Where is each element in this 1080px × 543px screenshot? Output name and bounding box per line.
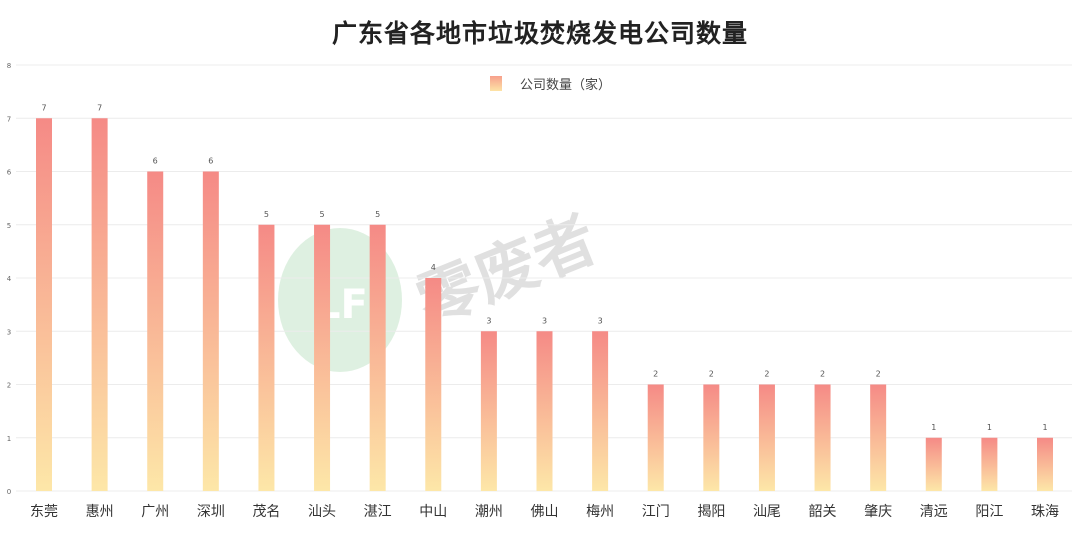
x-tick-label: 汕头 bbox=[308, 504, 336, 520]
data-label: 6 bbox=[153, 157, 158, 166]
x-tick-label: 湛江 bbox=[364, 504, 392, 520]
data-label: 7 bbox=[41, 103, 46, 112]
x-tick-label: 韶关 bbox=[809, 504, 837, 520]
data-label: 4 bbox=[431, 263, 436, 272]
data-label: 2 bbox=[709, 370, 714, 379]
data-label: 2 bbox=[764, 370, 769, 379]
x-tick-label: 广州 bbox=[141, 504, 169, 520]
data-label: 5 bbox=[320, 210, 325, 219]
bar[interactable] bbox=[536, 331, 553, 491]
data-label: 6 bbox=[208, 157, 213, 166]
x-tick-label: 江门 bbox=[642, 504, 670, 520]
data-label: 3 bbox=[598, 316, 603, 325]
bar[interactable] bbox=[314, 224, 331, 491]
data-label: 2 bbox=[653, 370, 658, 379]
data-label: 3 bbox=[486, 316, 491, 325]
chart-title: 广东省各地市垃圾焚烧发电公司数量 bbox=[331, 19, 748, 48]
y-tick-label: 0 bbox=[7, 488, 11, 496]
x-tick-label: 汕尾 bbox=[753, 504, 781, 520]
bar[interactable] bbox=[870, 384, 887, 492]
data-label: 5 bbox=[375, 210, 380, 219]
bar[interactable] bbox=[91, 118, 108, 491]
x-tick-label: 梅州 bbox=[586, 504, 614, 520]
legend-swatch bbox=[490, 75, 502, 91]
y-tick-label: 1 bbox=[7, 435, 11, 443]
y-tick-label: 2 bbox=[7, 382, 11, 390]
x-tick-label: 佛山 bbox=[531, 504, 559, 520]
x-tick-label: 肇庆 bbox=[864, 504, 892, 520]
bar[interactable] bbox=[647, 384, 664, 492]
y-tick-label: 8 bbox=[7, 62, 11, 70]
bar[interactable] bbox=[480, 331, 497, 491]
legend-label: 公司数量（家） bbox=[520, 77, 612, 93]
data-label: 2 bbox=[820, 370, 825, 379]
data-label: 2 bbox=[876, 370, 881, 379]
y-tick-label: 3 bbox=[7, 328, 11, 336]
y-tick-label: 6 bbox=[7, 169, 12, 177]
data-label: 1 bbox=[987, 423, 992, 432]
bar[interactable] bbox=[1037, 437, 1053, 491]
data-label: 1 bbox=[931, 423, 936, 432]
x-tick-label: 惠州 bbox=[86, 504, 114, 520]
bar[interactable] bbox=[36, 118, 52, 491]
bar[interactable] bbox=[925, 437, 942, 491]
bar[interactable] bbox=[981, 437, 998, 491]
x-tick-label: 中山 bbox=[419, 504, 447, 520]
x-tick-label: 揭阳 bbox=[697, 504, 725, 520]
legend[interactable]: 公司数量（家） bbox=[490, 74, 612, 93]
x-tick-label: 阳江 bbox=[975, 504, 1003, 520]
bar[interactable] bbox=[425, 278, 442, 491]
bar[interactable] bbox=[814, 384, 831, 492]
data-label: 3 bbox=[542, 316, 547, 325]
x-tick-label: 潮州 bbox=[475, 504, 503, 520]
data-label: 7 bbox=[97, 103, 102, 112]
bar[interactable] bbox=[758, 384, 775, 492]
bar[interactable] bbox=[703, 384, 720, 492]
data-label: 5 bbox=[264, 210, 269, 219]
bar[interactable] bbox=[369, 224, 386, 491]
bar[interactable] bbox=[147, 171, 164, 492]
x-tick-label: 深圳 bbox=[197, 504, 225, 520]
x-tick-label: 清远 bbox=[920, 504, 948, 520]
x-tick-label: 珠海 bbox=[1031, 504, 1059, 520]
bar[interactable] bbox=[258, 224, 275, 491]
bar[interactable] bbox=[202, 171, 219, 492]
y-tick-label: 4 bbox=[7, 275, 12, 283]
x-tick-label: 东莞 bbox=[30, 504, 58, 520]
data-label: 1 bbox=[1042, 423, 1047, 432]
y-tick-label: 5 bbox=[7, 222, 11, 230]
bar[interactable] bbox=[592, 331, 609, 491]
x-tick-label: 茂名 bbox=[252, 503, 280, 520]
y-tick-label: 7 bbox=[7, 115, 11, 123]
